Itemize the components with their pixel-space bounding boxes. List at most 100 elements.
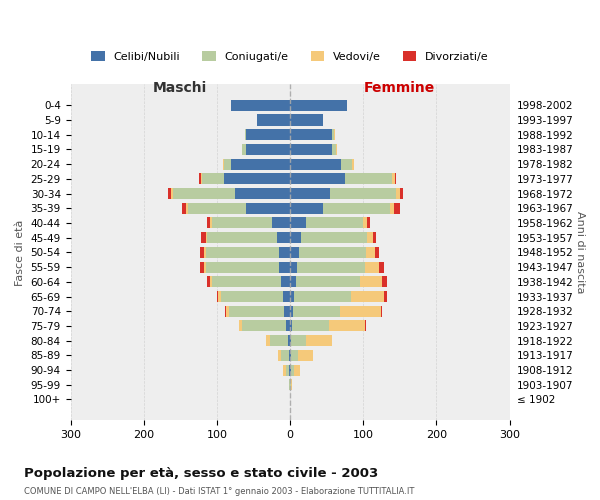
Text: Maschi: Maschi: [153, 81, 208, 95]
Bar: [232, 158, 290, 170]
Bar: [246, 129, 290, 140]
Bar: [224, 174, 290, 184]
Bar: [281, 276, 290, 287]
Bar: [365, 320, 366, 332]
Bar: [288, 335, 290, 346]
Bar: [289, 380, 290, 390]
Bar: [290, 218, 306, 228]
Bar: [290, 276, 296, 287]
Bar: [290, 291, 293, 302]
Bar: [239, 320, 242, 332]
Bar: [188, 202, 246, 214]
Bar: [210, 218, 212, 228]
Bar: [266, 335, 269, 346]
Bar: [290, 350, 291, 361]
Bar: [301, 232, 367, 243]
Bar: [201, 174, 202, 184]
Bar: [221, 291, 283, 302]
Bar: [392, 174, 395, 184]
Text: Femmine: Femmine: [364, 81, 436, 95]
Bar: [395, 174, 396, 184]
Bar: [289, 364, 290, 376]
Legend: Celibi/Nubili, Coniugati/e, Vedovi/e, Divorziati/e: Celibi/Nubili, Coniugati/e, Vedovi/e, Di…: [87, 46, 493, 66]
Bar: [257, 114, 290, 126]
Bar: [290, 262, 298, 272]
Bar: [284, 306, 290, 316]
Bar: [168, 188, 172, 199]
Bar: [246, 202, 290, 214]
Bar: [206, 276, 210, 287]
Bar: [329, 320, 365, 332]
Bar: [218, 291, 221, 302]
Text: Popolazione per età, sesso e stato civile - 2003: Popolazione per età, sesso e stato civil…: [24, 468, 378, 480]
Bar: [396, 188, 400, 199]
Bar: [375, 247, 379, 258]
Bar: [242, 320, 286, 332]
Bar: [205, 247, 206, 258]
Bar: [279, 262, 290, 272]
Bar: [292, 335, 306, 346]
Bar: [290, 335, 292, 346]
Bar: [200, 247, 205, 258]
Bar: [290, 188, 330, 199]
Bar: [290, 380, 291, 390]
Bar: [246, 144, 290, 155]
Bar: [306, 218, 363, 228]
Bar: [223, 158, 224, 170]
Bar: [277, 232, 290, 243]
Y-axis label: Anni di nascita: Anni di nascita: [575, 211, 585, 294]
Y-axis label: Fasce di età: Fasce di età: [15, 219, 25, 286]
Bar: [381, 306, 382, 316]
Bar: [292, 320, 329, 332]
Bar: [379, 262, 385, 272]
Bar: [290, 144, 332, 155]
Bar: [202, 174, 224, 184]
Bar: [272, 218, 290, 228]
Bar: [367, 218, 370, 228]
Bar: [353, 158, 355, 170]
Bar: [290, 306, 293, 316]
Text: COMUNE DI CAMPO NELL'ELBA (LI) - Dati ISTAT 1° gennaio 2003 - Elaborazione TUTTI: COMUNE DI CAMPO NELL'ELBA (LI) - Dati IS…: [24, 488, 415, 496]
Bar: [224, 158, 232, 170]
Bar: [201, 232, 206, 243]
Bar: [172, 188, 173, 199]
Bar: [298, 350, 313, 361]
Bar: [365, 262, 379, 272]
Bar: [290, 158, 341, 170]
Bar: [289, 350, 290, 361]
Bar: [390, 202, 394, 214]
Bar: [173, 188, 235, 199]
Bar: [295, 364, 300, 376]
Bar: [229, 306, 284, 316]
Bar: [290, 247, 299, 258]
Bar: [182, 202, 186, 214]
Bar: [212, 218, 272, 228]
Bar: [206, 218, 210, 228]
Bar: [290, 100, 347, 111]
Bar: [336, 144, 337, 155]
Bar: [278, 350, 281, 361]
Bar: [212, 276, 281, 287]
Bar: [208, 232, 277, 243]
Bar: [296, 276, 360, 287]
Bar: [206, 232, 208, 243]
Bar: [242, 144, 246, 155]
Bar: [290, 232, 301, 243]
Bar: [367, 232, 373, 243]
Bar: [245, 129, 246, 140]
Bar: [283, 364, 286, 376]
Bar: [332, 129, 334, 140]
Bar: [291, 380, 292, 390]
Bar: [206, 247, 279, 258]
Bar: [366, 247, 375, 258]
Bar: [269, 335, 288, 346]
Bar: [290, 202, 323, 214]
Bar: [383, 291, 388, 302]
Bar: [298, 262, 365, 272]
Bar: [281, 350, 289, 361]
Bar: [351, 291, 383, 302]
Bar: [299, 247, 366, 258]
Bar: [293, 291, 351, 302]
Bar: [363, 218, 367, 228]
Bar: [373, 232, 376, 243]
